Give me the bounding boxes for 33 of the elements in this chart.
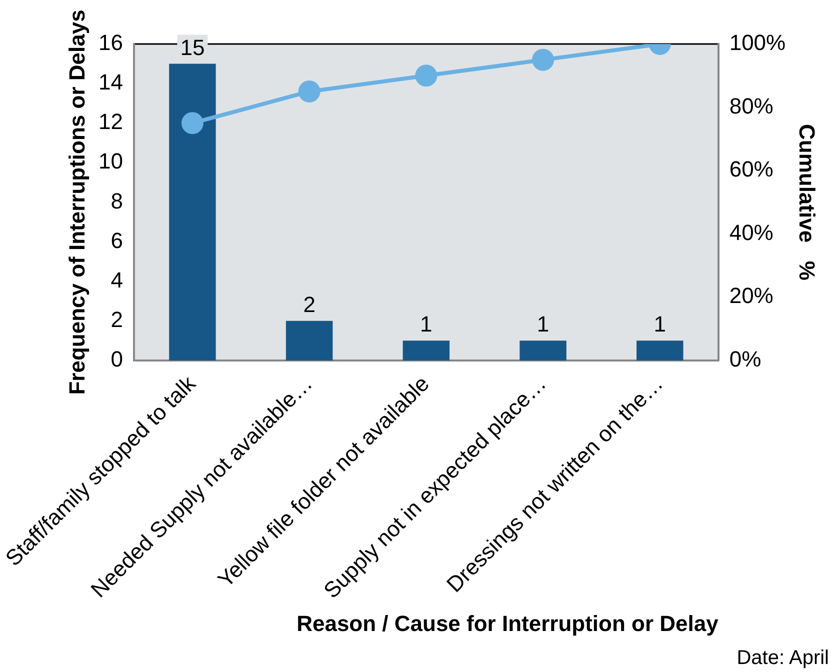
y-tick-label: 6: [110, 228, 124, 253]
bar: [520, 340, 566, 360]
y-tick-label: 12: [98, 109, 124, 134]
data-label: 15: [180, 34, 205, 60]
y2-tick-label: 20%: [729, 283, 774, 308]
data-label: 1: [536, 312, 550, 337]
data-label: 1: [654, 312, 666, 337]
y-tick-label: 10: [98, 148, 124, 174]
data-label: 2: [303, 292, 316, 317]
bar: [169, 64, 216, 360]
bar: [636, 340, 684, 360]
y2-tick-label: 0%: [729, 346, 762, 372]
y2-axis-title: Cumulative %: [794, 124, 820, 280]
point: [298, 80, 320, 102]
y-tick-label: 4: [110, 267, 124, 292]
point: [532, 48, 554, 71]
y2-tick-label: 100%: [729, 30, 786, 56]
bar: [286, 320, 333, 360]
y-tick-label: 2: [110, 306, 124, 332]
x-axis-title: Reason / Cause for Interruption or Delay: [296, 610, 720, 636]
data-label: 1: [420, 312, 432, 337]
y-axis-title: Frequency of Interruptions or Delays: [64, 10, 90, 395]
y-tick-label: 8: [110, 188, 124, 214]
y-tick-label: 16: [98, 30, 124, 56]
y2-tick-label: 40%: [729, 220, 774, 245]
bar: [402, 340, 450, 360]
point: [181, 112, 204, 134]
text: Date: April: [736, 647, 829, 670]
y2-tick-label: 80%: [729, 93, 774, 118]
y2-tick-label: 60%: [729, 156, 774, 182]
point: [415, 64, 438, 87]
y-tick-label: 14: [98, 70, 124, 95]
y-tick-label: 0: [110, 346, 124, 372]
